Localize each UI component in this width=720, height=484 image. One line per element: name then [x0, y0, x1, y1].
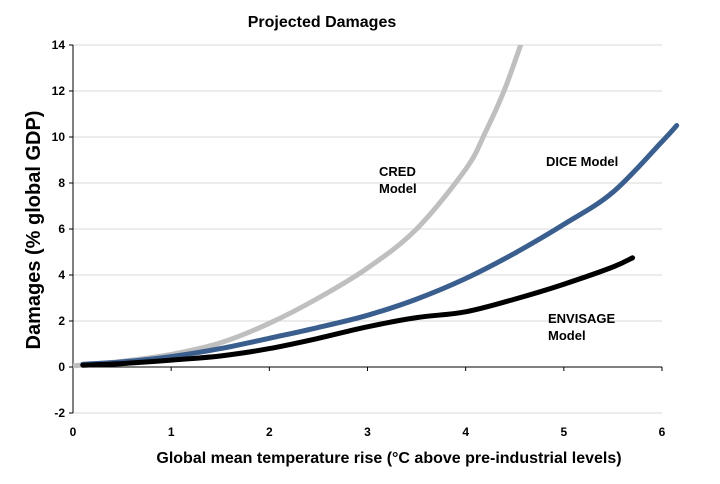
- x-axis-label: Global mean temperature rise (°C above p…: [156, 450, 621, 467]
- x-tick-label: 4: [462, 425, 469, 439]
- y-tick-label: 12: [52, 84, 66, 98]
- y-tick-label: 8: [58, 176, 65, 190]
- x-tick-label: 2: [266, 425, 273, 439]
- x-tick-label: 1: [168, 425, 175, 439]
- series-annotations: CRED Model DICE Model ENVISAGE Model: [379, 154, 618, 343]
- x-tick-label: 6: [659, 425, 666, 439]
- y-tick-label: -2: [54, 406, 65, 420]
- y-tick-label: 10: [52, 130, 66, 144]
- y-tick-label: 2: [58, 314, 65, 328]
- dice-model-line: [80, 123, 680, 367]
- y-tick-label: 0: [58, 360, 65, 374]
- cred-model-line: [73, 45, 524, 369]
- y-tick-label: 6: [58, 222, 65, 236]
- axes: [69, 44, 663, 414]
- x-tick-label: 0: [70, 425, 77, 439]
- envisage-model-label: ENVISAGE Model: [548, 311, 616, 343]
- chart-title: Projected Damages: [248, 14, 397, 31]
- x-tick-labels: 0 1 2 3 4 5 6: [70, 425, 666, 439]
- y-tick-labels: -2 0 2 4 6 8 10 12 14: [52, 38, 66, 420]
- series-lines: [73, 45, 680, 369]
- envisage-model-line: [80, 255, 636, 368]
- y-tick-label: 14: [52, 38, 66, 52]
- cred-model-label: CRED Model: [379, 164, 417, 196]
- x-tick-label: 3: [364, 425, 371, 439]
- gridlines: [73, 44, 662, 414]
- dice-model-label: DICE Model: [546, 154, 618, 169]
- y-axis-label: Damages (% global GDP): [23, 111, 45, 350]
- y-tick-label: 4: [58, 268, 65, 282]
- x-tick-label: 5: [560, 425, 567, 439]
